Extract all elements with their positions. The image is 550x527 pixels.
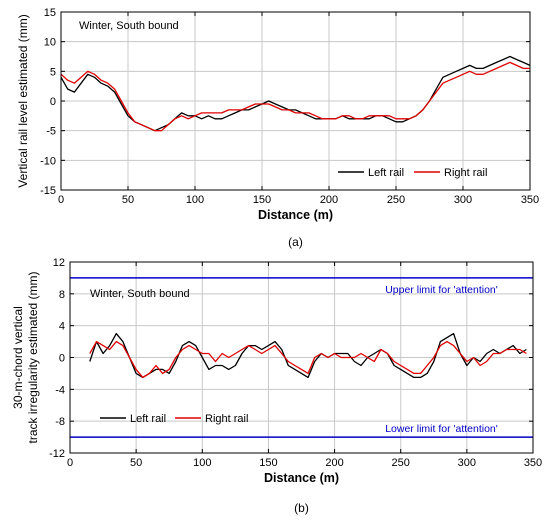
series-line-right-rail bbox=[60, 61, 530, 132]
y-tick-label: 10 bbox=[44, 37, 56, 49]
chart-panel-b: Upper limit for 'attention' Lower limit f… bbox=[11, 257, 542, 515]
x-tick-label: 300 bbox=[458, 457, 476, 469]
series-line-left-rail bbox=[60, 55, 531, 132]
y-tick-label: 15 bbox=[44, 7, 56, 19]
legend-label: Right rail bbox=[444, 167, 487, 179]
x-tick-label: 0 bbox=[58, 194, 64, 206]
x-tick-label: 0 bbox=[67, 457, 73, 469]
y-tick-label: -5 bbox=[46, 126, 56, 138]
chart-panel-a: 0 50 100 150 200 250 300 350 -15 -10 -5 0 5 10 15 Dista… bbox=[16, 7, 539, 249]
y-axis-title-line-1: track irregularity estimated (mm) bbox=[26, 271, 40, 443]
panel-label: (a) bbox=[288, 235, 303, 249]
y-tick-label: 4 bbox=[59, 321, 65, 333]
y-tick-label: -10 bbox=[40, 155, 56, 167]
x-tick-label: 250 bbox=[387, 194, 405, 206]
x-tick-label: 150 bbox=[253, 194, 271, 206]
x-tick-label: 200 bbox=[325, 457, 343, 469]
panel-label: (b) bbox=[294, 501, 309, 515]
y-tick-label: -15 bbox=[40, 185, 56, 197]
x-axis-title: Distance (m) bbox=[264, 471, 339, 485]
y-tick-label: 12 bbox=[53, 257, 65, 269]
limit-label-1: Lower limit for 'attention' bbox=[385, 423, 498, 435]
x-tick-label: 200 bbox=[320, 194, 338, 206]
y-tick-label: -8 bbox=[55, 416, 65, 428]
panel-annotation: Winter, South bound bbox=[90, 288, 190, 300]
x-tick-label: 50 bbox=[122, 194, 134, 206]
x-tick-label: 350 bbox=[521, 194, 539, 206]
y-axis-title: Vertical rail level estimated (mm) bbox=[16, 14, 30, 187]
legend-label: Right rail bbox=[205, 413, 248, 425]
series-line-left-rail bbox=[89, 332, 527, 379]
y-tick-label: 5 bbox=[50, 66, 56, 78]
x-tick-label: 100 bbox=[193, 457, 211, 469]
series-line-right-rail bbox=[89, 340, 527, 379]
x-tick-label: 250 bbox=[392, 457, 410, 469]
y-tick-label: 0 bbox=[50, 96, 56, 108]
y-tick-label: 0 bbox=[59, 353, 65, 365]
legend-label: Left rail bbox=[130, 413, 166, 425]
limit-label-0: Upper limit for 'attention' bbox=[385, 284, 498, 296]
legend-label: Left rail bbox=[368, 167, 404, 179]
y-tick-label: -12 bbox=[49, 448, 65, 460]
x-tick-label: 50 bbox=[130, 457, 142, 469]
y-tick-label: -4 bbox=[55, 384, 65, 396]
x-tick-label: 350 bbox=[524, 457, 542, 469]
y-axis-title-line-0: 30-m-chord vertical bbox=[11, 306, 25, 409]
x-axis-title: Distance (m) bbox=[258, 208, 333, 222]
x-tick-label: 150 bbox=[259, 457, 277, 469]
y-tick-label: 8 bbox=[59, 289, 65, 301]
x-tick-label: 300 bbox=[454, 194, 472, 206]
panel-annotation: Winter, South bound bbox=[79, 20, 179, 32]
x-tick-label: 100 bbox=[186, 194, 204, 206]
